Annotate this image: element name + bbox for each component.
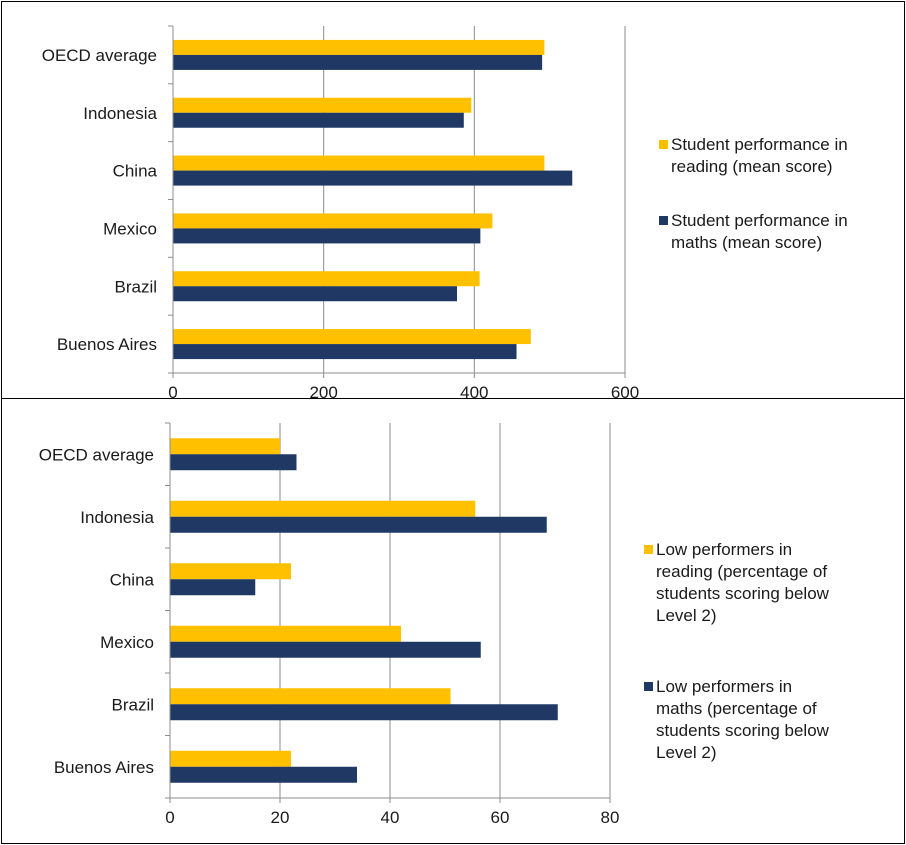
bar-maths [170,579,256,596]
legend-label-maths: students scoring below [656,721,830,740]
bar-maths [173,54,543,70]
legend-label-maths: Student performance in [671,211,848,230]
bar-reading [170,500,476,517]
bar-reading [170,563,291,580]
chart-mean-scores: OECD average Indonesia China Mexico Brazil Bu… [42,25,848,402]
legend-label-maths: maths (mean score) [671,233,822,252]
legend-label-reading: Student performance in [671,135,848,154]
bar-reading [173,155,545,171]
category-label: Brazil [114,277,157,296]
x-tick-label: 20 [271,808,290,827]
category-label: OECD average [42,46,157,65]
category-label: OECD average [39,445,154,464]
bar-maths [173,228,481,244]
x-tick-label: 0 [168,383,177,402]
category-label: Buenos Aires [57,335,157,354]
bar-reading [170,625,401,642]
bar-reading [170,750,291,767]
chart-low-performers: OECD average Indonesia China Mexico Brazil Bu… [39,422,830,827]
bar-maths [170,766,357,783]
bar-reading [173,329,531,345]
legend-label-reading: Low performers in [656,540,792,559]
category-label: Buenos Aires [54,758,154,777]
chart-panel-mean-scores: OECD average Indonesia China Mexico Brazil Bu… [1,1,905,402]
legend-swatch-maths [659,216,668,225]
x-tick-label: 0 [165,808,174,827]
legend-label-reading: Level 2) [656,606,716,625]
bar-maths [173,344,517,360]
bar-reading [173,39,545,55]
category-label: Indonesia [80,508,154,527]
chart-panel-low-performers: OECD average Indonesia China Mexico Brazil Bu… [1,398,905,844]
x-tick-label: 80 [601,808,620,827]
bar-reading [173,97,472,113]
x-tick-label: 200 [309,383,337,402]
category-label: Mexico [103,219,157,238]
bar-maths [170,516,547,533]
bar-maths [173,112,464,128]
legend-swatch-reading [644,545,653,554]
bar-reading [170,438,280,455]
bar-reading [173,271,480,287]
bar-reading [170,688,451,705]
bar-maths [170,641,481,658]
legend-swatch-maths [644,682,653,691]
x-tick-label: 400 [460,383,488,402]
x-tick-label: 40 [381,808,400,827]
legend-swatch-reading [659,140,668,149]
bar-maths [170,704,558,721]
x-tick-label: 600 [611,383,639,402]
legend-label-maths: Level 2) [656,743,716,762]
bar-maths [170,454,297,471]
legend-label-maths: maths (percentage of [656,699,817,718]
legend-label-reading: students scoring below [656,584,830,603]
x-tick-label: 60 [491,808,510,827]
legend-label-maths: Low performers in [656,677,792,696]
category-label: Indonesia [83,104,157,123]
legend-label-reading: reading (mean score) [671,157,833,176]
bar-maths [173,170,573,186]
bar-maths [173,286,458,302]
category-label: China [113,162,158,181]
category-label: Mexico [100,633,154,652]
legend-label-reading: reading (percentage of [656,562,827,581]
category-label: Brazil [111,695,154,714]
category-label: China [110,570,155,589]
bar-reading [173,213,493,229]
